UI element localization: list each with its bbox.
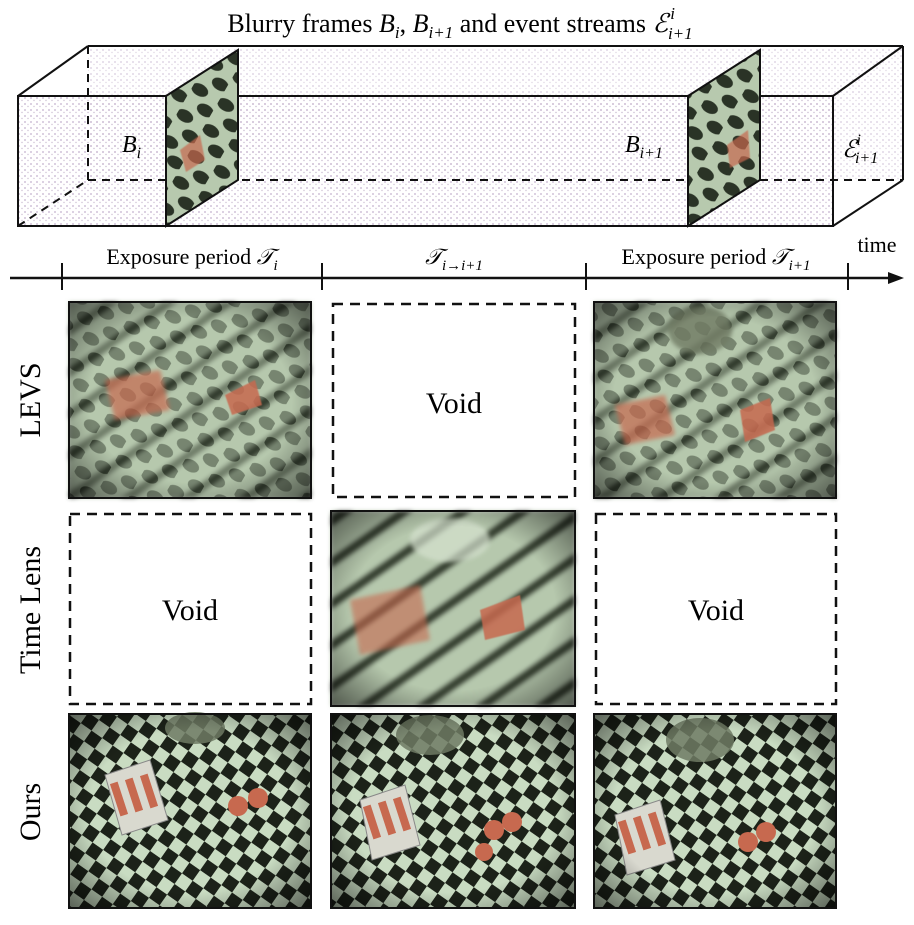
blurry-frame-left [165, 48, 239, 228]
frame-label-bi: Bi [122, 132, 141, 162]
events-label: ℰi i+1 [842, 132, 878, 167]
row-label-ours: Ours [14, 783, 47, 841]
interval-i-to-i1: 𝒯i→i+1 [425, 244, 483, 274]
exposure-period-i: Exposure period 𝒯i [106, 244, 280, 274]
timelens-image-middle [330, 510, 576, 707]
ours-image-middle [330, 713, 576, 909]
void-label: Void [162, 594, 218, 627]
ours-image-left [68, 712, 312, 909]
figure-title: Blurry frames Bi, Bi+1 and event streams… [227, 4, 692, 43]
exposure-period-i1: Exposure period 𝒯i+1 [622, 244, 811, 274]
timelens-void-right: Void [594, 512, 838, 706]
row-label-levs: LEVS [14, 363, 47, 438]
ours-image-right [593, 713, 837, 909]
blurry-frame-right [687, 48, 761, 228]
row-label-time-lens: Time Lens [14, 546, 47, 674]
time-axis-label: time [857, 232, 896, 257]
frame-label-bi1: Bi+1 [625, 132, 663, 162]
void-label: Void [688, 594, 744, 627]
event-cuboid [17, 45, 904, 227]
levs-image-right [593, 301, 837, 499]
levs-image-left [68, 301, 312, 499]
levs-void-cell: Void [331, 302, 577, 499]
timeline-axis [10, 263, 904, 290]
void-label: Void [426, 387, 482, 420]
timelens-void-left: Void [68, 512, 313, 706]
